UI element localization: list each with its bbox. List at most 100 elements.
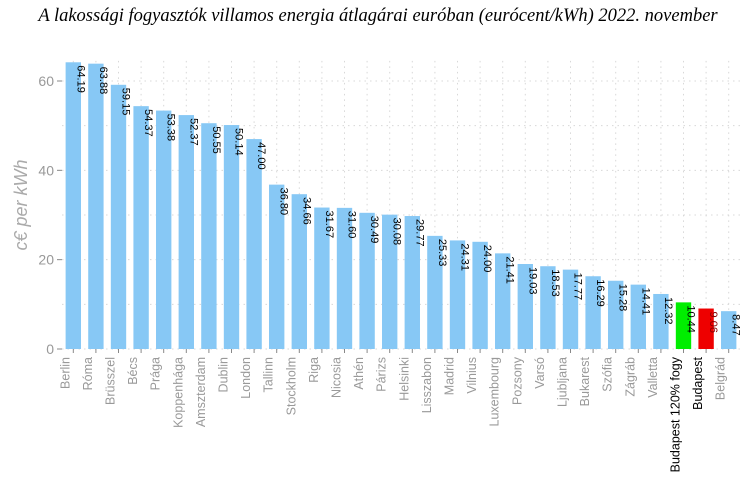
- bar: [653, 293, 669, 349]
- x-tick-label: Luxembourg: [488, 357, 502, 427]
- data-label: 14.41: [639, 288, 651, 316]
- data-label: 47.00: [255, 142, 267, 170]
- data-label: 53.38: [165, 114, 177, 142]
- data-label: 31.60: [346, 211, 358, 239]
- bar: [336, 207, 353, 349]
- y-tick-label: 20: [38, 252, 54, 268]
- x-tick-label: London: [239, 357, 253, 399]
- bar: [291, 194, 307, 349]
- data-label: 19.03: [526, 267, 538, 295]
- bar: [314, 207, 330, 349]
- x-tick-label: Pozsony: [510, 356, 524, 405]
- x-tick-label: Belgrád: [714, 357, 728, 400]
- x-tick-label: Bukarest: [578, 356, 592, 406]
- data-label: 30.08: [391, 218, 403, 246]
- bar: [495, 253, 511, 349]
- x-tick-label: Varsó: [533, 357, 547, 389]
- x-tick-label: Stockholm: [284, 357, 298, 415]
- data-label: 36.80: [278, 188, 290, 216]
- data-label: 29.77: [413, 219, 425, 247]
- x-tick-label: Berlin: [58, 357, 72, 389]
- bars: 64.19 63.88 59.15 54.37 53.38 52.37 50.55 50.14…: [65, 62, 742, 350]
- x-tick-label: Lisszabon: [420, 357, 434, 413]
- x-tick-label: Valletta: [646, 357, 660, 398]
- bar: [246, 139, 262, 349]
- x-tick-label: Budapest 120% fogy: [669, 356, 683, 472]
- bar: [721, 311, 737, 349]
- data-label: 50.55: [210, 126, 222, 154]
- bar: [156, 110, 172, 349]
- data-label: 17.77: [572, 273, 584, 301]
- x-tick-label: Nicosia: [330, 357, 344, 398]
- x-tick-label: Ljubljana: [556, 357, 570, 407]
- x-tick-label: Riga: [307, 357, 321, 383]
- y-tick-label: 40: [38, 162, 54, 178]
- x-tick-label: Budapest: [691, 356, 705, 409]
- bar: [65, 62, 81, 349]
- bar: [630, 284, 646, 349]
- bar: [269, 184, 285, 349]
- bar: [449, 240, 466, 349]
- bar: [88, 63, 104, 349]
- x-tick-label: Tallinn: [262, 357, 276, 392]
- data-label: 18.53: [549, 269, 561, 297]
- data-label: 9.06: [707, 312, 719, 333]
- data-label: 54.37: [142, 109, 154, 137]
- x-tick-label: Madrid: [443, 357, 457, 395]
- bar: [359, 212, 375, 349]
- x-tick-label: Helsinki: [397, 357, 411, 401]
- bar: [133, 106, 149, 349]
- data-label: 52.37: [187, 118, 199, 146]
- x-tick-label: Prága: [149, 357, 163, 390]
- x-tick-label: Róma: [81, 357, 95, 390]
- x-tick-label: Dublin: [217, 357, 231, 392]
- bar: [223, 125, 240, 349]
- data-label: 8.47: [730, 314, 742, 335]
- bar: [201, 123, 217, 350]
- x-axis: Berlin Róma Brüsszel Bécs Prága Koppenhága Ams…: [58, 349, 730, 472]
- bar: [178, 115, 194, 350]
- y-tick-label: 0: [46, 341, 54, 357]
- y-axis-label: c€ per kWh: [11, 159, 31, 250]
- data-label: 30.49: [368, 216, 380, 244]
- bar: [517, 263, 533, 349]
- bar: [540, 266, 556, 349]
- bar: [562, 269, 579, 349]
- chart-title: A lakossági fogyasztók villamos energia …: [38, 6, 718, 26]
- data-label: 64.19: [74, 65, 86, 93]
- data-label: 31.67: [323, 211, 335, 239]
- x-tick-label: Zágráb: [623, 357, 637, 397]
- x-tick-label: Bécs: [126, 357, 140, 385]
- data-label: 21.41: [504, 256, 516, 284]
- bar: [427, 235, 443, 349]
- data-label: 12.32: [662, 297, 674, 325]
- data-label: 15.28: [617, 284, 629, 312]
- bar: [698, 308, 714, 349]
- bar: [585, 276, 601, 349]
- bar: [110, 84, 127, 350]
- data-label: 16.29: [594, 279, 606, 307]
- data-label: 63.88: [97, 67, 109, 95]
- bar: [608, 280, 624, 349]
- x-tick-label: Koppenhága: [171, 357, 185, 428]
- data-label: 59.15: [120, 88, 132, 116]
- x-tick-label: Vilnius: [465, 357, 479, 394]
- x-tick-label: Szófia: [601, 357, 615, 392]
- x-tick-label: Amszterdam: [194, 357, 208, 427]
- data-label: 10.44: [685, 305, 697, 333]
- bar: [675, 302, 692, 349]
- bar: [382, 214, 398, 349]
- data-label: 34.66: [300, 197, 312, 225]
- y-axis: 0 20 40 60: [38, 73, 62, 357]
- data-label: 24.31: [459, 243, 471, 271]
- x-tick-label: Athén: [352, 357, 366, 390]
- bar: [472, 241, 488, 349]
- x-tick-label: Brüsszel: [104, 357, 118, 405]
- y-tick-label: 60: [38, 73, 54, 89]
- data-label: 50.14: [233, 128, 245, 156]
- bar: [404, 216, 420, 349]
- x-tick-label: Párizs: [375, 357, 389, 392]
- data-label: 24.00: [481, 245, 493, 273]
- data-label: 25.33: [436, 239, 448, 267]
